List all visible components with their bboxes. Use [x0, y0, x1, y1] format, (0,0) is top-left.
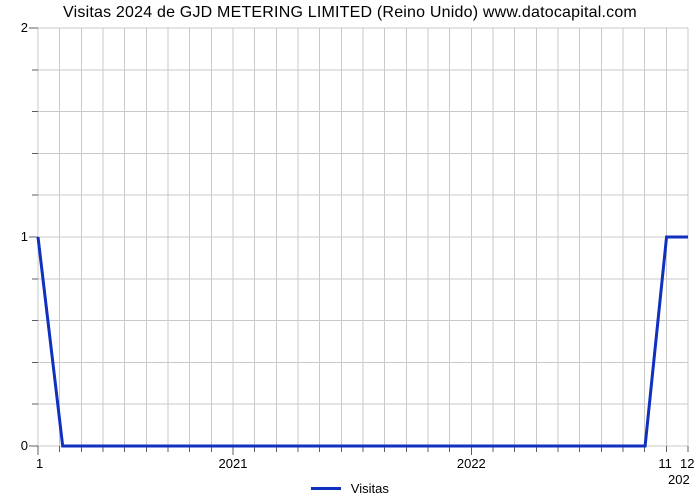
x-right-12: 12	[680, 456, 694, 471]
chart-svg	[38, 28, 688, 446]
legend: Visitas	[0, 480, 700, 496]
plot-area	[38, 28, 688, 446]
legend-label: Visitas	[351, 481, 389, 496]
x-tick-2022: 2022	[451, 456, 491, 471]
legend-swatch	[311, 487, 341, 490]
y-tick-1: 1	[12, 229, 28, 244]
y-tick-0: 0	[12, 438, 28, 453]
x-right-11: 11	[658, 456, 672, 471]
chart-title: Visitas 2024 de GJD METERING LIMITED (Re…	[0, 4, 700, 22]
x-tick-2021: 2021	[213, 456, 253, 471]
x-start-label: 1	[36, 456, 43, 471]
x-right-truncated: 202	[668, 472, 690, 487]
y-tick-2: 2	[12, 20, 28, 35]
